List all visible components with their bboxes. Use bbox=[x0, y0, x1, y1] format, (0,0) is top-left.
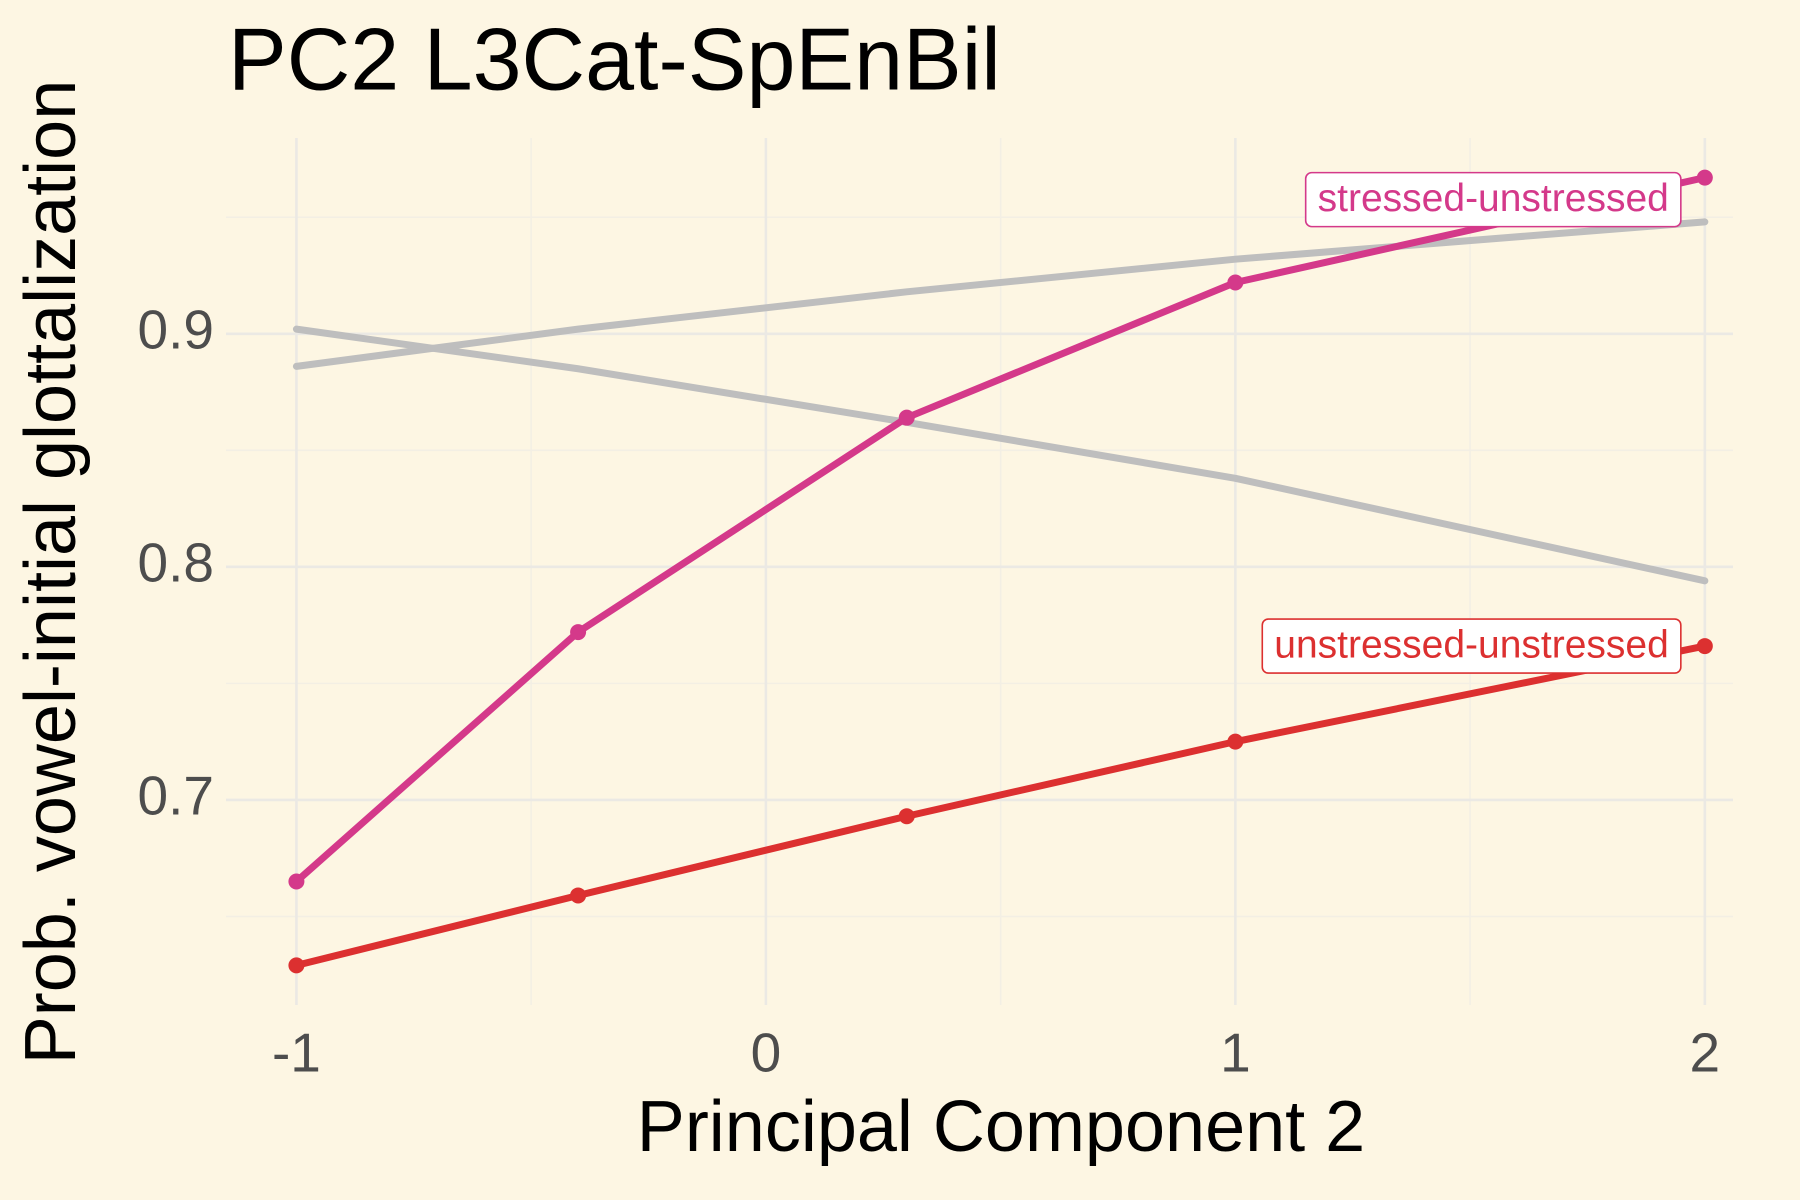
series-point bbox=[288, 873, 305, 890]
series-point bbox=[288, 957, 305, 974]
series-point bbox=[1227, 274, 1244, 291]
y-tick-label: 0.8 bbox=[138, 531, 214, 593]
series-label-box bbox=[1261, 618, 1682, 674]
series-label: stressed-unstressed bbox=[1304, 171, 1682, 228]
series-label: unstressed-unstressed bbox=[1261, 618, 1682, 674]
chart-title: PC2 L3Cat-SpEnBil bbox=[228, 9, 1001, 108]
series-point bbox=[1227, 733, 1244, 750]
series-label-text: unstressed-unstressed bbox=[1274, 623, 1669, 666]
x-tick-label: 0 bbox=[751, 1022, 782, 1084]
series-point bbox=[898, 808, 915, 825]
series-label-text: stressed-unstressed bbox=[1318, 177, 1669, 220]
y-tick-label: 0.9 bbox=[138, 298, 214, 360]
series-point bbox=[1696, 169, 1713, 186]
series-point bbox=[570, 624, 587, 641]
x-tick-label: -1 bbox=[272, 1022, 321, 1084]
x-tick-label: 2 bbox=[1690, 1022, 1721, 1084]
series-label-box bbox=[1304, 171, 1682, 228]
x-tick-label: 1 bbox=[1220, 1022, 1251, 1084]
y-axis-title: Prob. vowel-initial glottalization bbox=[11, 80, 91, 1064]
series-point bbox=[898, 409, 915, 426]
series-point bbox=[570, 887, 587, 904]
series-point bbox=[1696, 638, 1713, 655]
y-tick-label: 0.7 bbox=[138, 764, 214, 826]
x-axis-title: Principal Component 2 bbox=[637, 1087, 1365, 1167]
